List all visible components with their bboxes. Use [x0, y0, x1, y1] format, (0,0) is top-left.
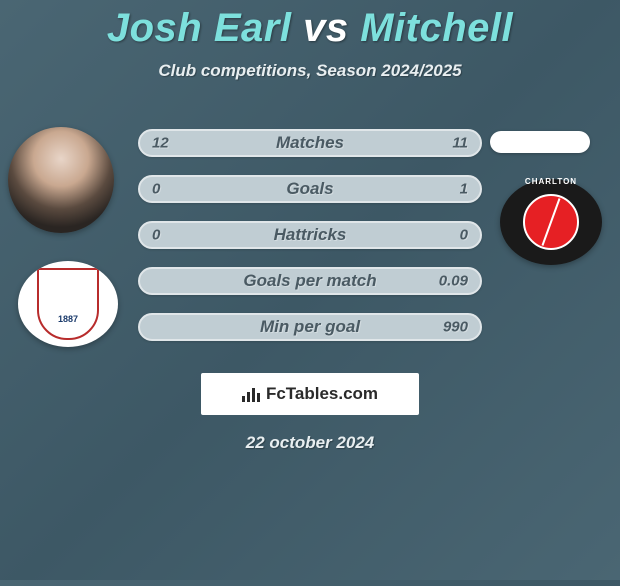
stat-label: Goals: [286, 179, 333, 199]
stat-rows: 12 Matches 11 0 Goals 1 0 Hattricks 0 Go…: [138, 129, 482, 359]
barnsley-crest: 1887: [37, 268, 99, 340]
player1-name: Josh Earl: [107, 6, 292, 50]
stat-row-min-per-goal: Min per goal 990: [138, 313, 482, 341]
charlton-text: CHARLTON: [525, 177, 577, 186]
stat-row-goals: 0 Goals 1: [138, 175, 482, 203]
stat-left-value: 0: [152, 227, 160, 244]
comparison-title: Josh Earl vs Mitchell: [0, 6, 620, 51]
stat-right-value: 11: [452, 135, 468, 152]
player1-photo: [8, 127, 114, 233]
stat-label: Matches: [276, 133, 344, 153]
stat-row-hattricks: 0 Hattricks 0: [138, 221, 482, 249]
badge-year: 1887: [58, 314, 78, 324]
sword-icon: [542, 198, 561, 246]
stat-label: Min per goal: [260, 317, 360, 337]
charlton-crest: [523, 194, 579, 250]
stat-left-value: 0: [152, 181, 160, 198]
player2-name: Mitchell: [360, 6, 513, 50]
stat-right-value: 0.09: [439, 273, 468, 290]
stat-right-value: 990: [443, 319, 468, 336]
stat-row-matches: 12 Matches 11: [138, 129, 482, 157]
stat-right-value: 0: [460, 227, 468, 244]
player2-photo-placeholder: [490, 131, 590, 153]
watermark-box: FcTables.com: [201, 373, 419, 415]
stat-label: Goals per match: [243, 271, 376, 291]
stat-left-value: 12: [152, 135, 169, 152]
stat-right-value: 1: [460, 181, 468, 198]
stat-row-goals-per-match: Goals per match 0.09: [138, 267, 482, 295]
player2-club-badge: CHARLTON: [500, 179, 602, 265]
player1-club-badge: 1887: [18, 261, 118, 347]
subtitle: Club competitions, Season 2024/2025: [0, 61, 620, 81]
snapshot-date: 22 october 2024: [0, 433, 620, 453]
chart-icon: [242, 386, 262, 402]
content-area: 1887 CHARLTON 12 Matches 11 0 Goals 1 0 …: [0, 109, 620, 359]
watermark-text: FcTables.com: [266, 384, 378, 404]
stat-label: Hattricks: [274, 225, 347, 245]
vs-text: vs: [303, 6, 349, 50]
